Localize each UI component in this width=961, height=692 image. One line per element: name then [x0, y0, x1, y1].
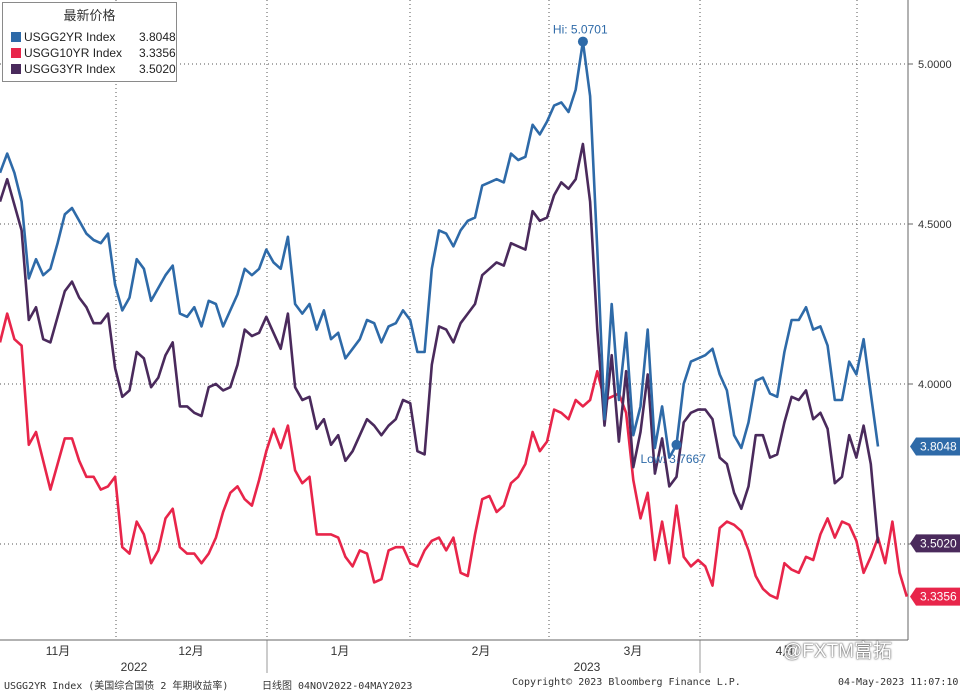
series-line-usgg2yr-index	[0, 40, 880, 459]
legend-series-name: USGG10YR Index	[24, 46, 123, 60]
legend-item-2yr: USGG2YR Index 3.8048	[11, 30, 176, 44]
legend-item-10yr: USGG10YR Index 3.3356	[11, 46, 176, 60]
x-month-label: 2月	[472, 644, 491, 658]
legend-swatch	[11, 48, 21, 58]
x-year-label: 2022	[121, 660, 148, 674]
legend-series-value: 3.5020	[139, 62, 176, 76]
end-value-text: 3.3356	[920, 590, 957, 604]
end-value-box: 3.3356	[910, 587, 960, 606]
series-lines	[0, 40, 909, 600]
x-month-label: 11月	[46, 644, 70, 658]
watermark: @FXTM富拓	[783, 641, 892, 662]
axes: 11月 12月 1月 2月 3月 4月 2022 2023 4.0000 4.5000 5.0000	[0, 0, 952, 674]
annotation-label: Low: 3.7667	[640, 452, 706, 466]
legend-series-value: 3.8048	[139, 30, 176, 44]
y-tick-label: 5.0000	[918, 59, 952, 71]
chart-legend: 最新价格 USGG2YR Index 3.8048 USGG10YR Index…	[2, 2, 177, 82]
footer-ticker: USGG2YR Index (美国综合国债 2 年期收益率)	[4, 681, 229, 692]
legend-item-3yr: USGG3YR Index 3.5020	[11, 62, 176, 76]
end-value-text: 3.5020	[920, 536, 957, 550]
footer-copyright: Copyright© 2023 Bloomberg Finance L.P.	[512, 677, 741, 688]
series-line-usgg3yr-index	[0, 142, 880, 544]
end-value-text: 3.8048	[920, 439, 957, 453]
legend-swatch	[11, 64, 21, 74]
end-value-box-bg	[910, 437, 960, 456]
x-year-label: 2023	[574, 660, 601, 674]
legend-series-name: USGG2YR Index	[24, 30, 116, 44]
legend-series-value: 3.3356	[139, 46, 176, 60]
series-line-usgg10yr-index	[0, 312, 909, 600]
legend-swatch	[11, 32, 21, 42]
end-value-labels: 3.8048 3.3356 3.5020	[910, 437, 960, 606]
chart-footer: USGG2YR Index (美国综合国债 2 年期收益率) 日线图 04NOV…	[0, 674, 961, 692]
end-value-box: 3.5020	[910, 534, 960, 553]
end-value-box-bg	[910, 587, 960, 606]
annotations: Hi: 5.0701 Low: 3.7667	[553, 23, 706, 466]
x-month-label: 1月	[331, 644, 350, 658]
footer-timestamp: 04-May-2023 11:07:10	[838, 677, 959, 688]
annotation-label: Hi: 5.0701	[553, 23, 608, 37]
x-month-label: 12月	[178, 644, 203, 658]
y-tick-label: 4.5000	[918, 219, 952, 231]
legend-series-name: USGG3YR Index	[24, 62, 116, 76]
annotation-marker	[671, 439, 682, 450]
annotation-marker	[577, 36, 588, 47]
end-value-box-bg	[910, 534, 960, 553]
x-month-label: 3月	[624, 644, 643, 658]
footer-range: 日线图 04NOV2022-04MAY2023	[262, 681, 413, 692]
x-month-label: 4月	[776, 644, 795, 658]
y-tick-label: 4.0000	[918, 379, 952, 391]
end-value-box: 3.8048	[910, 437, 960, 456]
legend-title: 最新价格	[63, 8, 116, 23]
